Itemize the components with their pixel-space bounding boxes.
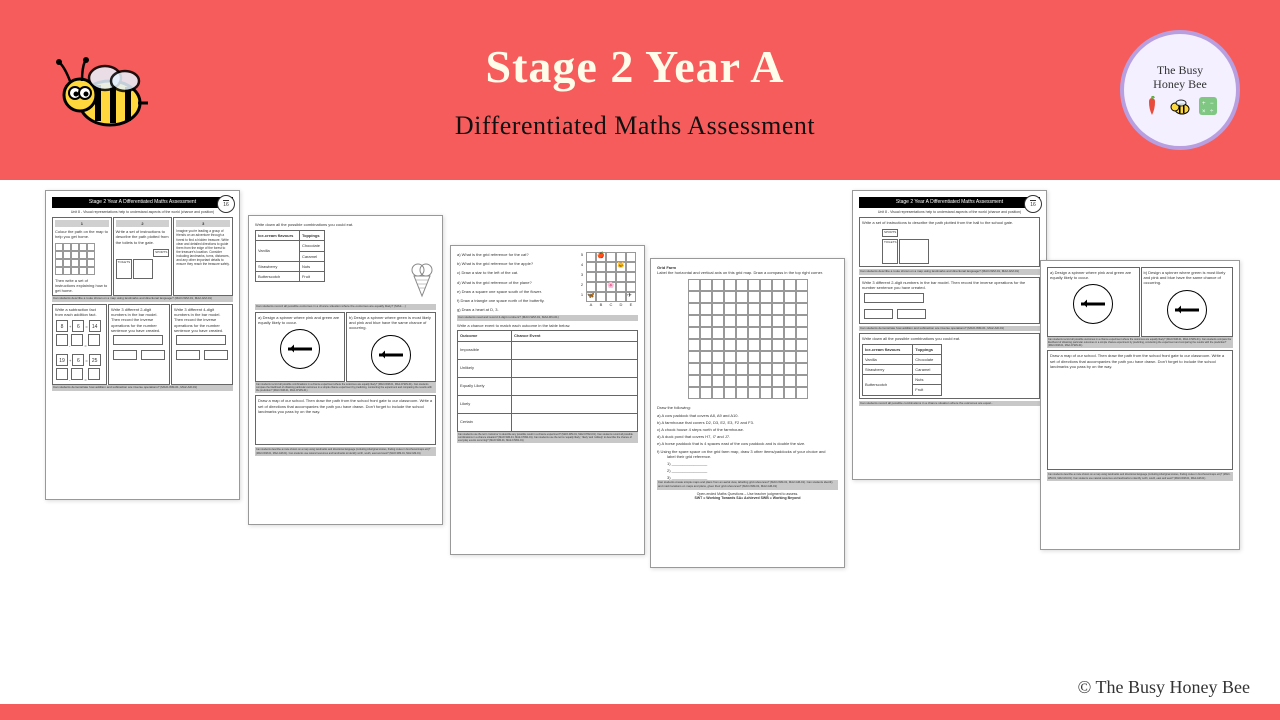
subtitle: Differentiated Maths Assessment bbox=[150, 111, 1120, 141]
footer-band bbox=[0, 704, 1280, 720]
logo-icons: +−×÷ bbox=[1141, 95, 1219, 117]
ws-title: Stage 2 Year A Differentiated Maths Asse… bbox=[52, 197, 233, 208]
worksheet-gallery: 16 Stage 2 Year A Differentiated Maths A… bbox=[0, 180, 1280, 680]
farm-grid bbox=[688, 279, 808, 399]
spinner-a bbox=[280, 329, 320, 369]
svg-text:−: − bbox=[1210, 101, 1214, 107]
title-area: Stage 2 Year A Differentiated Maths Asse… bbox=[150, 30, 1120, 151]
worksheet-thumb-4: Grid Farm Label the horizontal and verti… bbox=[650, 258, 845, 568]
spinner-b bbox=[371, 335, 411, 375]
worksheet-thumb-6: a) Design a spinner where pink and green… bbox=[1040, 260, 1240, 550]
score-circle: 16 bbox=[217, 195, 235, 213]
worksheet-thumb-3: a) What is the grid reference for the ca… bbox=[450, 245, 645, 555]
copyright-text: © The Busy Honey Bee bbox=[1078, 677, 1250, 698]
score-circle: 16 bbox=[1024, 195, 1042, 213]
main-title: Stage 2 Year A bbox=[150, 40, 1120, 93]
brand-logo: The Busy Honey Bee +−×÷ bbox=[1120, 30, 1240, 150]
svg-text:+: + bbox=[1202, 101, 1206, 107]
svg-text:×: × bbox=[1202, 109, 1206, 115]
icecream-icon bbox=[408, 260, 436, 300]
reference-grid: 5 4 3 2 1 🍎 🐱 🌸 🦋✈ A bbox=[578, 252, 638, 312]
header-band: Stage 2 Year A Differentiated Maths Asse… bbox=[0, 0, 1280, 180]
worksheet-thumb-5: 16 Stage 2 Year A Differentiated Maths A… bbox=[852, 190, 1047, 480]
worksheet-thumb-2: Write down all the possible combinations… bbox=[248, 215, 443, 525]
bee-illustration-left bbox=[40, 43, 150, 138]
logo-text: The Busy Honey Bee bbox=[1153, 63, 1207, 92]
worksheet-thumb-1: 16 Stage 2 Year A Differentiated Maths A… bbox=[45, 190, 240, 500]
